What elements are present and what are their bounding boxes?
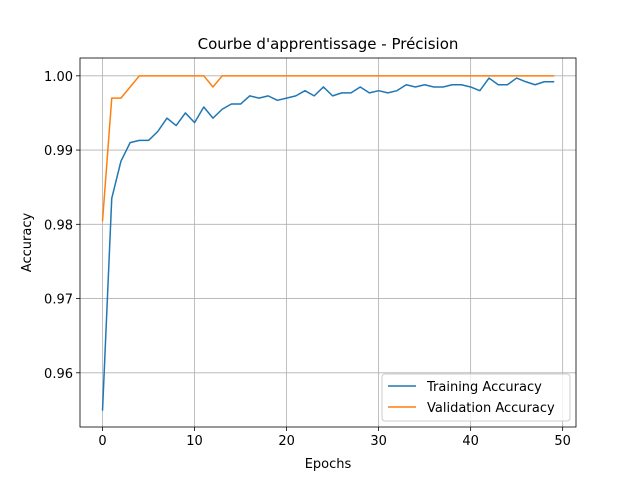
x-axis: 0 10 20 30 40 50 bbox=[98, 427, 571, 449]
x-axis-label: Epochs bbox=[305, 457, 352, 472]
y-tick-label: 0.98 bbox=[44, 218, 73, 233]
legend-box bbox=[381, 373, 571, 422]
x-tick-label: 30 bbox=[370, 434, 387, 449]
y-tick-label: 0.99 bbox=[44, 144, 73, 159]
y-tick-label: 0.96 bbox=[44, 367, 73, 382]
training-accuracy-line bbox=[101, 77, 555, 411]
plot-frame bbox=[79, 57, 577, 428]
y-tick-label: 1.00 bbox=[44, 70, 73, 85]
x-tick-label: 0 bbox=[98, 434, 106, 449]
grid bbox=[80, 58, 576, 427]
legend: Training Accuracy Validation Accuracy bbox=[381, 373, 571, 422]
chart-title: Courbe d'apprentissage - Précision bbox=[198, 35, 459, 53]
legend-label-validation: Validation Accuracy bbox=[427, 401, 555, 416]
validation-accuracy-line bbox=[101, 75, 555, 222]
legend-label-training: Training Accuracy bbox=[426, 380, 542, 395]
y-tick-label: 0.97 bbox=[44, 293, 73, 308]
x-tick-label: 10 bbox=[186, 434, 203, 449]
series-layer bbox=[101, 75, 555, 411]
x-tick-label: 20 bbox=[278, 434, 295, 449]
x-tick-label: 50 bbox=[554, 434, 571, 449]
x-tick-label: 40 bbox=[462, 434, 479, 449]
y-axis: 0.96 0.97 0.98 0.99 1.00 bbox=[44, 70, 80, 382]
y-axis-label: Accuracy bbox=[20, 213, 35, 273]
